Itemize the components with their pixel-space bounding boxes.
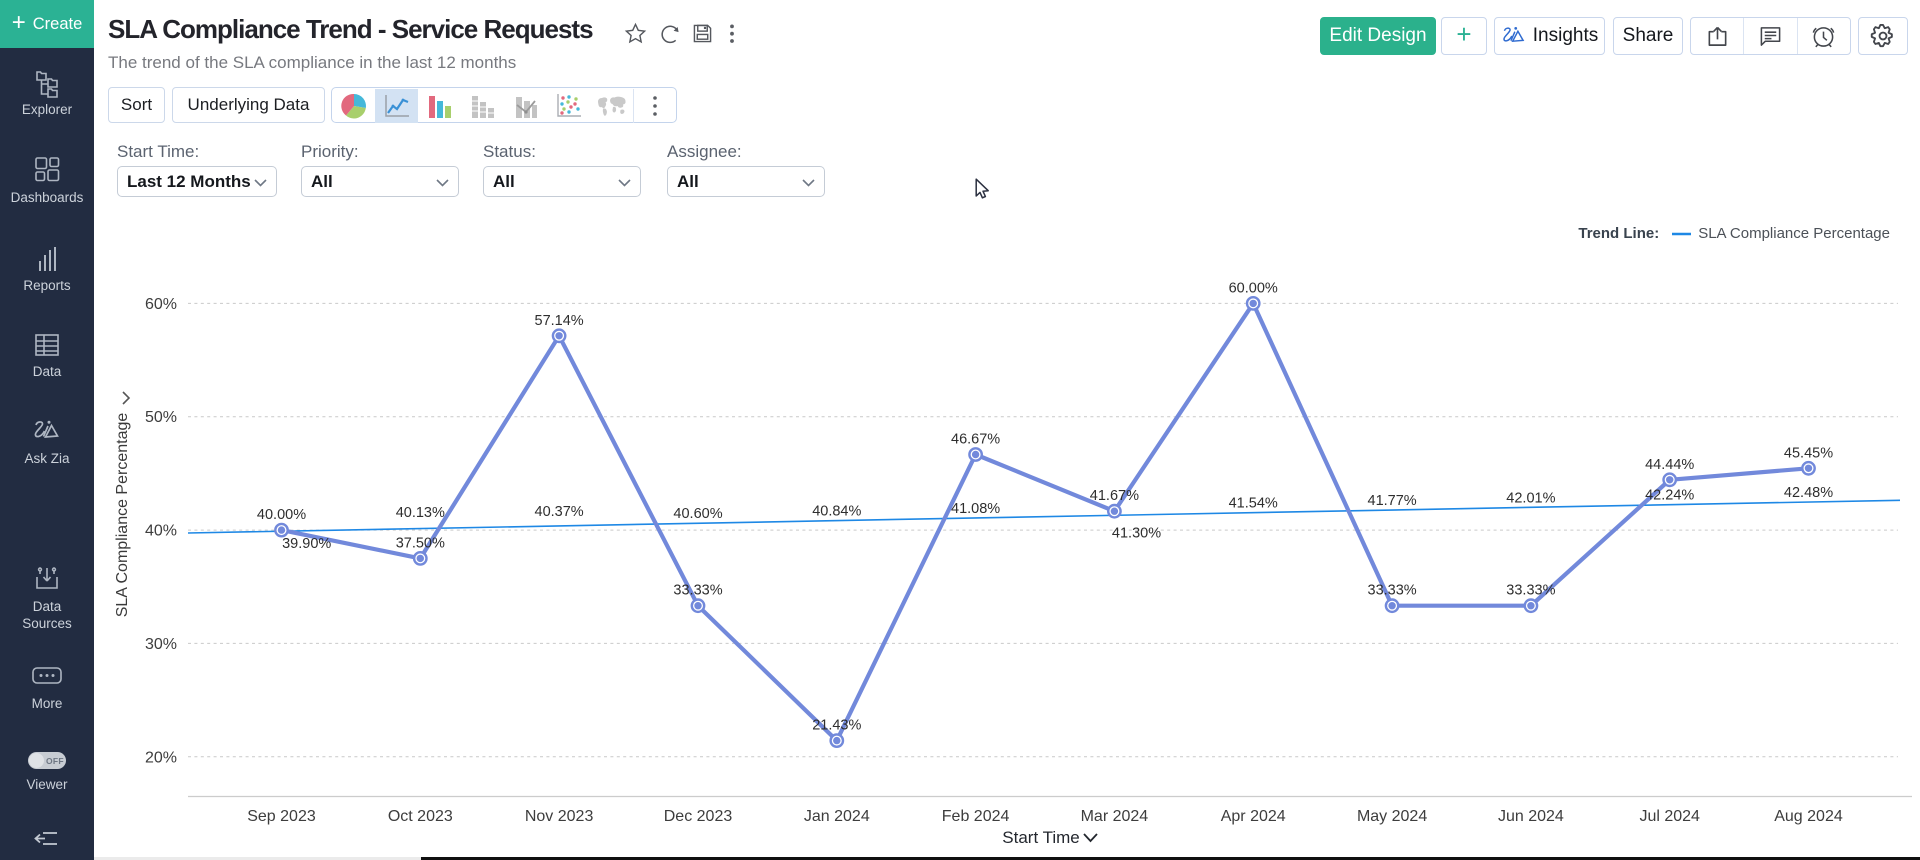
svg-text:Apr 2024: Apr 2024 (1221, 808, 1286, 825)
svg-text:40.60%: 40.60% (673, 506, 722, 522)
svg-text:21.43%: 21.43% (812, 718, 861, 734)
svg-text:42.48%: 42.48% (1784, 485, 1833, 501)
svg-text:Oct 2023: Oct 2023 (388, 808, 453, 825)
svg-text:30%: 30% (145, 636, 177, 653)
svg-text:40.00%: 40.00% (257, 507, 306, 523)
svg-text:41.30%: 41.30% (1112, 526, 1161, 542)
svg-text:42.24%: 42.24% (1645, 488, 1694, 504)
svg-text:39.90%: 39.90% (282, 536, 331, 552)
svg-text:50%: 50% (145, 409, 177, 426)
svg-text:Jul 2024: Jul 2024 (1639, 808, 1700, 825)
svg-text:Nov 2023: Nov 2023 (525, 808, 594, 825)
svg-text:SLA Compliance Percentage: SLA Compliance Percentage (114, 413, 131, 618)
svg-text:Feb 2024: Feb 2024 (942, 808, 1010, 825)
svg-text:45.45%: 45.45% (1784, 445, 1833, 461)
svg-text:41.67%: 41.67% (1090, 488, 1139, 504)
svg-text:41.77%: 41.77% (1368, 493, 1417, 509)
svg-text:40.84%: 40.84% (812, 504, 861, 520)
svg-text:Dec 2023: Dec 2023 (664, 808, 733, 825)
svg-text:41.08%: 41.08% (951, 501, 1000, 517)
svg-text:41.54%: 41.54% (1229, 496, 1278, 512)
svg-text:Mar 2024: Mar 2024 (1081, 808, 1149, 825)
svg-text:Jun 2024: Jun 2024 (1498, 808, 1564, 825)
svg-text:40.37%: 40.37% (535, 504, 584, 520)
svg-text:44.44%: 44.44% (1645, 457, 1694, 473)
svg-text:Aug 2024: Aug 2024 (1774, 808, 1843, 825)
svg-text:20%: 20% (145, 749, 177, 766)
svg-text:60%: 60% (145, 296, 177, 313)
svg-text:37.50%: 37.50% (396, 535, 445, 551)
svg-text:May 2024: May 2024 (1357, 808, 1427, 825)
svg-text:42.01%: 42.01% (1506, 490, 1555, 506)
svg-text:33.33%: 33.33% (673, 583, 722, 599)
svg-text:Jan 2024: Jan 2024 (804, 808, 870, 825)
svg-text:57.14%: 57.14% (535, 313, 584, 329)
svg-text:46.67%: 46.67% (951, 432, 1000, 448)
svg-text:33.33%: 33.33% (1368, 583, 1417, 599)
svg-text:Start Time: Start Time (1002, 828, 1079, 847)
svg-text:33.33%: 33.33% (1506, 583, 1555, 599)
svg-text:40.13%: 40.13% (396, 505, 445, 521)
svg-text:Sep 2023: Sep 2023 (247, 808, 316, 825)
svg-text:40%: 40% (145, 523, 177, 540)
svg-text:60.00%: 60.00% (1229, 280, 1278, 296)
